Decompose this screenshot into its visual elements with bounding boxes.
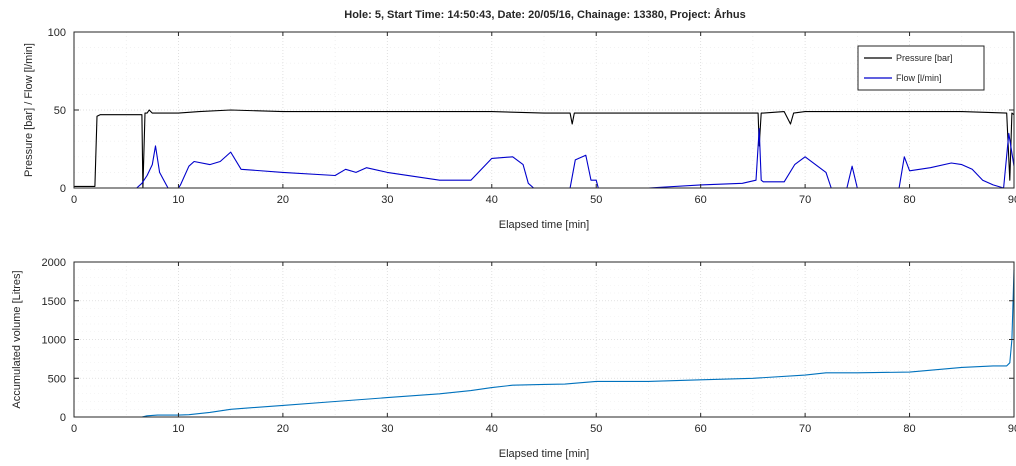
y-tick-label: 0: [60, 412, 66, 424]
x-tick-label: 40: [486, 423, 498, 435]
x-tick-label: 30: [381, 423, 393, 435]
x-tick-label: 70: [799, 423, 811, 435]
x-tick-label: 30: [381, 194, 393, 206]
x-tick-label: 50: [590, 194, 602, 206]
legend-label-flow: Flow [l/min]: [896, 73, 942, 83]
x-tick-label: 0: [71, 194, 77, 206]
series-layer: [74, 109, 1015, 189]
y-tick-label: 0: [60, 183, 66, 195]
x-tick-label: 70: [799, 194, 811, 206]
x-tick-label: 60: [695, 423, 707, 435]
x-tick-label: 40: [486, 194, 498, 206]
chart-title: Hole: 5, Start Time: 14:50:43, Date: 20/…: [344, 8, 745, 21]
legend-label-pressure: Pressure [bar]: [896, 53, 953, 63]
x-axis-label: Elapsed time [min]: [499, 448, 589, 460]
x-tick-label: 80: [903, 423, 915, 435]
accumulated-volume-panel: 0 10 20 30 40 50 60 70 80 90 0 500 1000 1500 2000 Elap…: [11, 257, 1016, 460]
series-line-0: [74, 109, 1015, 189]
x-tick-label: 10: [172, 423, 184, 435]
legend-box: [857, 45, 985, 91]
x-axis-label: Elapsed time [min]: [499, 219, 589, 231]
x-tick-label: 10: [172, 194, 184, 206]
series-layer: [74, 269, 1015, 418]
y-tick-label: 1500: [42, 296, 66, 308]
x-tick-label: 0: [71, 423, 77, 435]
x-tick-label: 80: [903, 194, 915, 206]
ticks: 0 10 20 30 40 50 60 70 80 90 0 500 1000 1500 2000: [42, 257, 1016, 435]
series-line-0: [74, 269, 1015, 418]
x-tick-label: 90: [1008, 194, 1016, 206]
x-tick-label: 50: [590, 423, 602, 435]
x-tick-label: 60: [695, 194, 707, 206]
y-tick-label: 100: [48, 27, 66, 39]
x-tick-label: 90: [1008, 423, 1016, 435]
y-axis-label: Pressure [bar] / Flow [l/min]: [23, 43, 35, 177]
y-tick-label: 500: [48, 373, 66, 385]
y-axis-label: Accumulated volume [Litres]: [11, 270, 23, 408]
y-tick-label: 2000: [42, 257, 66, 269]
y-tick-label: 1000: [42, 335, 66, 347]
ticks: 0 10 20 30 40 50 60 70 80 90 0 50 100: [48, 27, 1016, 206]
x-tick-label: 20: [277, 194, 289, 206]
legend: Pressure [bar] Flow [l/min]: [857, 45, 985, 91]
series-line-1: [74, 128, 1015, 189]
x-tick-label: 20: [277, 423, 289, 435]
pressure-flow-panel: 0 10 20 30 40 50 60 70 80 90 0 50 100 Elapsed time […: [23, 27, 1016, 231]
y-tick-label: 50: [54, 105, 66, 117]
